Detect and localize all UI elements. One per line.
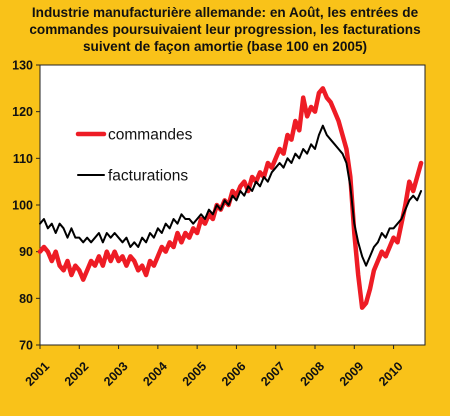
x-tick-label: 2006 bbox=[219, 359, 249, 389]
chart-title-line-2: commandes poursuivaient leur progression… bbox=[29, 22, 421, 37]
x-tick-label: 2001 bbox=[23, 359, 53, 389]
y-tick-label: 70 bbox=[19, 339, 33, 353]
y-tick-label: 110 bbox=[13, 152, 33, 166]
y-tick-label: 120 bbox=[12, 105, 33, 119]
x-tick-label: 2003 bbox=[101, 359, 131, 389]
x-tick-label: 2009 bbox=[337, 359, 367, 389]
x-tick-label: 2010 bbox=[376, 359, 406, 389]
chart-title-line-1: Industrie manufacturière allemande: en A… bbox=[31, 5, 419, 20]
legend: commandes facturations bbox=[75, 127, 193, 185]
x-tick-label: 2008 bbox=[298, 359, 328, 389]
series-layer bbox=[37, 86, 424, 310]
y-tick-label: 90 bbox=[19, 245, 33, 259]
legend-label-commandes: commandes bbox=[108, 127, 193, 144]
series-line-facturations bbox=[39, 124, 423, 267]
y-tick-label: 130 bbox=[12, 59, 33, 73]
x-tick-label: 2007 bbox=[258, 359, 288, 389]
chart-title-line-3: suivent de façon amortie (base 100 en 20… bbox=[82, 39, 368, 54]
legend-label-facturations: facturations bbox=[108, 168, 188, 185]
x-axis: 2001 2002 2003 2004 2005 2006 2007 2008 2009 2010 bbox=[23, 345, 406, 389]
x-tick-label: 2002 bbox=[62, 359, 92, 389]
x-tick-label: 2004 bbox=[140, 359, 170, 389]
y-tick-label: 100 bbox=[12, 199, 33, 213]
x-tick-label: 2005 bbox=[180, 359, 210, 389]
chart-title: Industrie manufacturière allemande: en A… bbox=[6, 4, 444, 55]
y-axis: 70 80 90 100 110 120 130 bbox=[12, 59, 40, 353]
y-tick-label: 80 bbox=[19, 292, 33, 306]
